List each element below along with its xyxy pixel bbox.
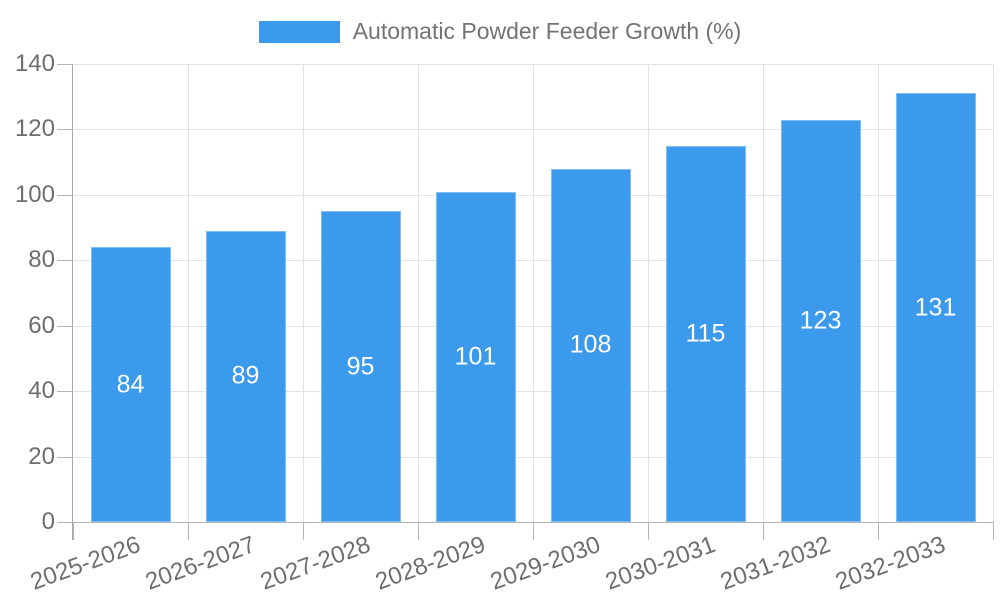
y-axis-tick bbox=[57, 64, 73, 65]
bar-value-label: 101 bbox=[454, 342, 497, 371]
y-axis-tick bbox=[57, 522, 73, 523]
legend-swatch bbox=[258, 20, 340, 43]
y-axis-tick-label: 20 bbox=[28, 442, 55, 470]
x-axis-tick-label: 2030-2031 bbox=[601, 531, 719, 596]
bar[interactable] bbox=[665, 145, 746, 522]
x-axis-tick bbox=[188, 522, 189, 540]
x-axis-tick bbox=[993, 522, 994, 540]
y-axis-tick bbox=[57, 260, 73, 262]
y-axis-tick bbox=[57, 129, 73, 131]
x-axis-tick bbox=[303, 522, 304, 540]
x-axis-tick-label: 2029-2030 bbox=[486, 531, 604, 596]
x-axis-tick bbox=[763, 522, 764, 540]
gridline-vertical bbox=[993, 64, 994, 522]
gridline-vertical bbox=[648, 64, 649, 522]
gridline-vertical bbox=[188, 64, 189, 522]
bar-value-label: 89 bbox=[231, 361, 260, 390]
chart-legend[interactable]: Automatic Powder Feeder Growth (%) bbox=[0, 18, 1000, 45]
y-axis-tick-label: 60 bbox=[28, 311, 55, 339]
y-axis-tick-label: 120 bbox=[14, 115, 55, 143]
bar[interactable] bbox=[550, 168, 631, 522]
bar[interactable] bbox=[90, 247, 171, 522]
bar[interactable] bbox=[895, 93, 976, 522]
x-axis-tick-label: 2032-2033 bbox=[831, 531, 949, 596]
y-axis-tick-label: 0 bbox=[41, 508, 55, 535]
gridline-vertical bbox=[763, 64, 764, 522]
gridline-vertical bbox=[878, 64, 879, 522]
x-axis-tick bbox=[73, 522, 74, 540]
x-axis-tick bbox=[418, 522, 419, 540]
x-axis-tick-label: 2027-2028 bbox=[256, 531, 374, 596]
x-axis-tick-label: 2025-2026 bbox=[26, 531, 144, 596]
y-axis-tick bbox=[57, 194, 73, 196]
gridline-vertical bbox=[303, 64, 304, 522]
y-axis-tick-label: 100 bbox=[14, 180, 55, 208]
y-axis-tick bbox=[57, 325, 73, 327]
y-axis-tick bbox=[57, 456, 73, 458]
x-axis-tick bbox=[533, 522, 534, 540]
y-axis-tick bbox=[57, 391, 73, 393]
gridline-vertical bbox=[418, 64, 419, 522]
bar[interactable] bbox=[320, 211, 401, 522]
gridline-vertical bbox=[533, 64, 534, 522]
x-axis-tick-label: 2026-2027 bbox=[141, 531, 259, 596]
x-axis-tick bbox=[648, 522, 649, 540]
bar-value-label: 95 bbox=[346, 352, 375, 381]
bar-value-label: 115 bbox=[685, 319, 726, 348]
y-axis-line bbox=[72, 64, 73, 540]
bar[interactable] bbox=[435, 191, 516, 522]
bar-value-label: 108 bbox=[569, 330, 612, 359]
bar[interactable] bbox=[205, 230, 286, 522]
bar[interactable] bbox=[780, 119, 861, 522]
y-axis-tick-label: 80 bbox=[28, 246, 55, 274]
legend-label: Automatic Powder Feeder Growth (%) bbox=[352, 18, 742, 44]
x-axis-tick-label: 2031-2032 bbox=[716, 531, 834, 596]
y-axis-tick-label: 140 bbox=[14, 50, 55, 77]
bar-value-label: 131 bbox=[914, 293, 957, 322]
bar-value-label: 123 bbox=[799, 306, 842, 335]
bar-value-label: 84 bbox=[116, 370, 145, 399]
y-axis-tick-label: 40 bbox=[28, 377, 55, 405]
x-axis-tick bbox=[878, 522, 879, 540]
x-axis-tick-label: 2028-2029 bbox=[371, 531, 489, 596]
